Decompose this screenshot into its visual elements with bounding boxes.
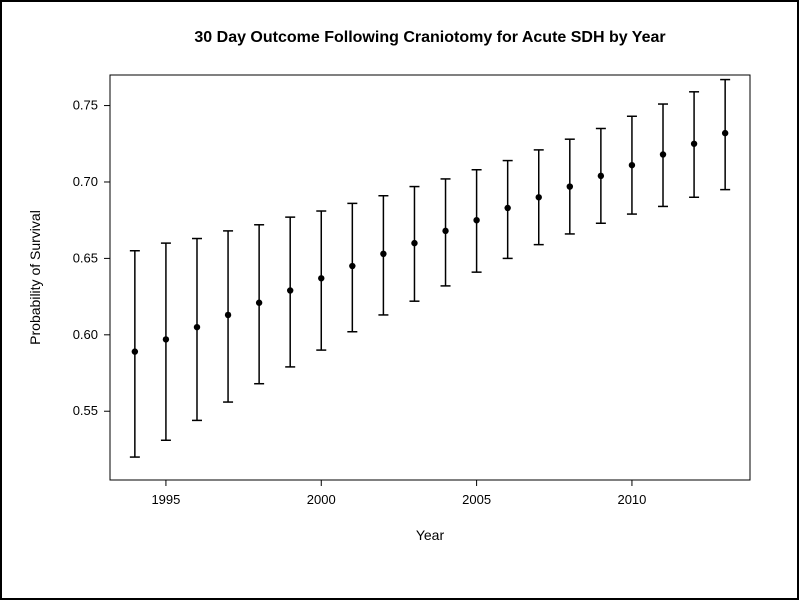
x-tick-label: 1995 <box>151 492 180 507</box>
y-axis-label: Probability of Survival <box>27 210 43 345</box>
y-tick-label: 0.75 <box>73 98 98 113</box>
survival-chart: 30 Day Outcome Following Craniotomy for … <box>0 0 799 600</box>
data-point <box>722 130 728 136</box>
data-point <box>536 194 542 200</box>
data-point <box>629 162 635 168</box>
data-point <box>132 348 138 354</box>
x-tick-label: 2010 <box>617 492 646 507</box>
data-point <box>473 217 479 223</box>
x-tick-label: 2000 <box>307 492 336 507</box>
y-tick-label: 0.70 <box>73 174 98 189</box>
data-point <box>163 336 169 342</box>
data-point <box>598 173 604 179</box>
data-point <box>194 324 200 330</box>
y-tick-label: 0.55 <box>73 403 98 418</box>
data-point <box>442 228 448 234</box>
data-point <box>287 287 293 293</box>
data-point <box>504 205 510 211</box>
data-point <box>349 263 355 269</box>
data-point <box>256 300 262 306</box>
y-tick-label: 0.65 <box>73 250 98 265</box>
data-point <box>318 275 324 281</box>
data-point <box>567 183 573 189</box>
chart-title: 30 Day Outcome Following Craniotomy for … <box>194 29 665 46</box>
x-axis-label: Year <box>416 527 445 543</box>
data-point <box>691 141 697 147</box>
y-tick-label: 0.60 <box>73 327 98 342</box>
data-point <box>380 251 386 257</box>
x-tick-label: 2005 <box>462 492 491 507</box>
data-point <box>225 312 231 318</box>
data-point <box>660 151 666 157</box>
data-point <box>411 240 417 246</box>
